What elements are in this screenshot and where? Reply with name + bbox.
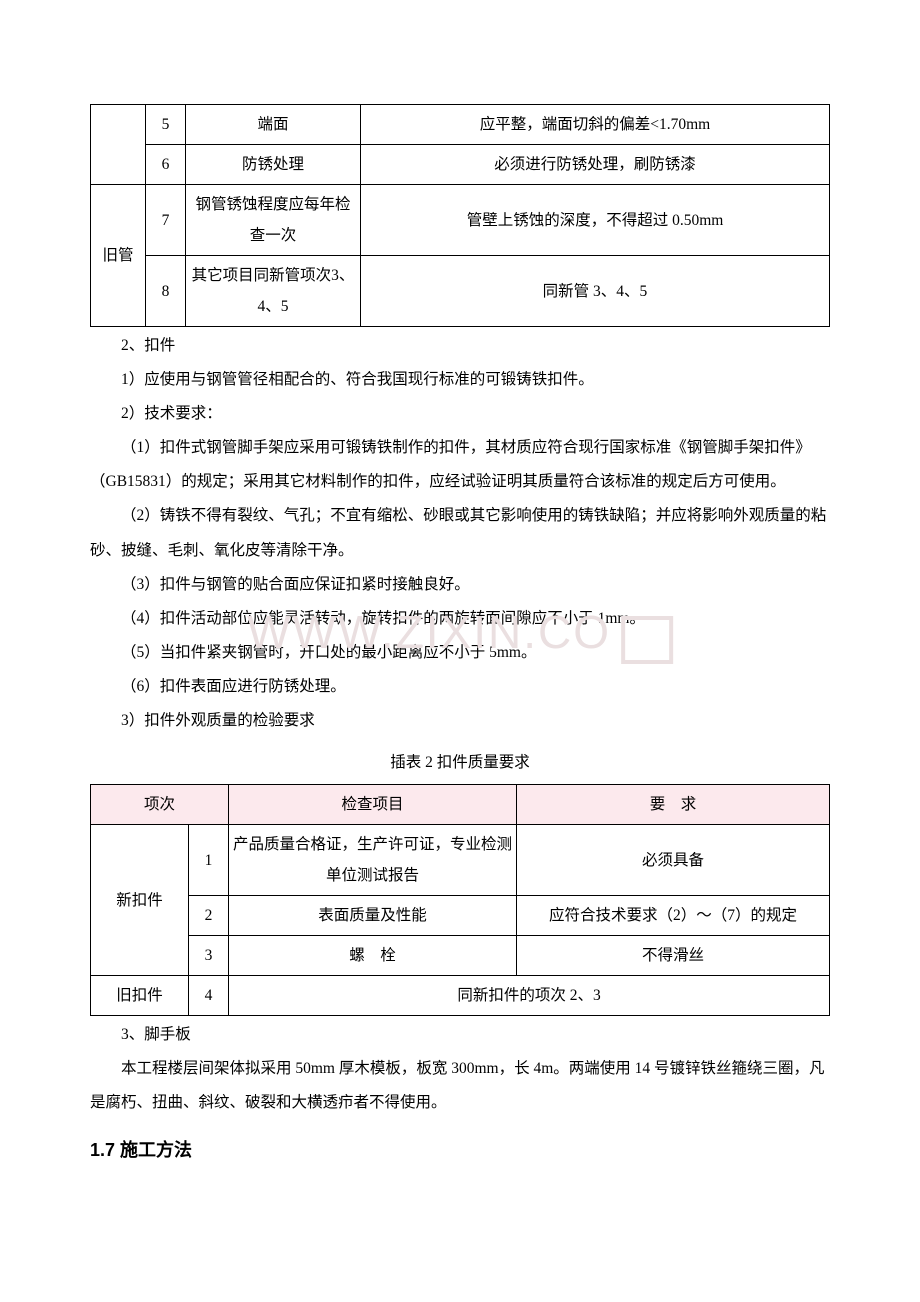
cell-req: 管壁上锈蚀的深度，不得超过 0.50mm bbox=[361, 185, 830, 256]
cell-num: 7 bbox=[146, 185, 186, 256]
cell-num: 8 bbox=[146, 256, 186, 327]
cell-group-new-clip: 新扣件 bbox=[91, 825, 189, 976]
cell-num: 5 bbox=[146, 105, 186, 145]
paragraph: （4）扣件活动部位应能灵活转动，旋转扣件的两旋转面间隙应不小于 1mm。 bbox=[90, 602, 830, 636]
paragraph: （3）扣件与钢管的贴合面应保证扣紧时接触良好。 bbox=[90, 568, 830, 602]
section-heading: 1.7 施工方法 bbox=[90, 1131, 830, 1171]
cell-num: 4 bbox=[189, 976, 229, 1016]
cell-req: 同新管 3、4、5 bbox=[361, 256, 830, 327]
table-header-row: 项次 检查项目 要 求 bbox=[91, 785, 830, 825]
cell-item: 螺 栓 bbox=[229, 936, 517, 976]
cell-item: 表面质量及性能 bbox=[229, 896, 517, 936]
cell-item: 端面 bbox=[186, 105, 361, 145]
cell-num: 6 bbox=[146, 145, 186, 185]
table-row: 3 螺 栓 不得滑丝 bbox=[91, 936, 830, 976]
paragraph: （2）铸铁不得有裂纹、气孔；不宜有缩松、砂眼或其它影响使用的铸铁缺陷；并应将影响… bbox=[90, 499, 830, 567]
cell-blank bbox=[91, 105, 146, 185]
header-cell: 检查项目 bbox=[229, 785, 517, 825]
header-cell: 要 求 bbox=[517, 785, 830, 825]
document-page: WWW.ZIXIN.CO 5 端面 应平整，端面切斜的偏差<1.70mm 6 防… bbox=[0, 0, 920, 1230]
cell-req: 必须具备 bbox=[517, 825, 830, 896]
paragraph: 3、脚手板 bbox=[90, 1018, 830, 1052]
cell-group-old-clip: 旧扣件 bbox=[91, 976, 189, 1016]
paragraph: 2）技术要求： bbox=[90, 397, 830, 431]
cell-req: 应平整，端面切斜的偏差<1.70mm bbox=[361, 105, 830, 145]
table-2-caption: 插表 2 扣件质量要求 bbox=[90, 746, 830, 780]
cell-num: 3 bbox=[189, 936, 229, 976]
cell-item: 钢管锈蚀程度应每年检查一次 bbox=[186, 185, 361, 256]
paragraph: 1）应使用与钢管管径相配合的、符合我国现行标准的可锻铸铁扣件。 bbox=[90, 363, 830, 397]
table-row: 旧扣件 4 同新扣件的项次 2、3 bbox=[91, 976, 830, 1016]
table-row: 5 端面 应平整，端面切斜的偏差<1.70mm bbox=[91, 105, 830, 145]
cell-req: 必须进行防锈处理，刷防锈漆 bbox=[361, 145, 830, 185]
table-row: 2 表面质量及性能 应符合技术要求（2）～（7）的规定 bbox=[91, 896, 830, 936]
cell-item: 产品质量合格证，生产许可证，专业检测单位测试报告 bbox=[229, 825, 517, 896]
table-row: 旧管 7 钢管锈蚀程度应每年检查一次 管壁上锈蚀的深度，不得超过 0.50mm bbox=[91, 185, 830, 256]
paragraph: 3）扣件外观质量的检验要求 bbox=[90, 704, 830, 738]
header-cell: 项次 bbox=[91, 785, 229, 825]
cell-req: 不得滑丝 bbox=[517, 936, 830, 976]
paragraph: （1）扣件式钢管脚手架应采用可锻铸铁制作的扣件，其材质应符合现行国家标准《钢管脚… bbox=[90, 431, 830, 499]
cell-req: 应符合技术要求（2）～（7）的规定 bbox=[517, 896, 830, 936]
cell-num: 1 bbox=[189, 825, 229, 896]
cell-item: 其它项目同新管项次3、4、5 bbox=[186, 256, 361, 327]
cell-req: 同新扣件的项次 2、3 bbox=[229, 976, 830, 1016]
table-1-pipe-requirements: 5 端面 应平整，端面切斜的偏差<1.70mm 6 防锈处理 必须进行防锈处理，… bbox=[90, 104, 830, 327]
cell-num: 2 bbox=[189, 896, 229, 936]
paragraph: 2、扣件 bbox=[90, 329, 830, 363]
table-row: 新扣件 1 产品质量合格证，生产许可证，专业检测单位测试报告 必须具备 bbox=[91, 825, 830, 896]
cell-item: 防锈处理 bbox=[186, 145, 361, 185]
cell-group-old-pipe: 旧管 bbox=[91, 185, 146, 327]
table-2-clip-requirements: 项次 检查项目 要 求 新扣件 1 产品质量合格证，生产许可证，专业检测单位测试… bbox=[90, 784, 830, 1016]
table-row: 8 其它项目同新管项次3、4、5 同新管 3、4、5 bbox=[91, 256, 830, 327]
table-row: 6 防锈处理 必须进行防锈处理，刷防锈漆 bbox=[91, 145, 830, 185]
paragraph: 本工程楼层间架体拟采用 50mm 厚木模板，板宽 300mm，长 4m。两端使用… bbox=[90, 1052, 830, 1120]
paragraph: （5）当扣件紧夹钢管时，开口处的最小距离应不小于 5mm。 bbox=[90, 636, 830, 670]
paragraph: （6）扣件表面应进行防锈处理。 bbox=[90, 670, 830, 704]
